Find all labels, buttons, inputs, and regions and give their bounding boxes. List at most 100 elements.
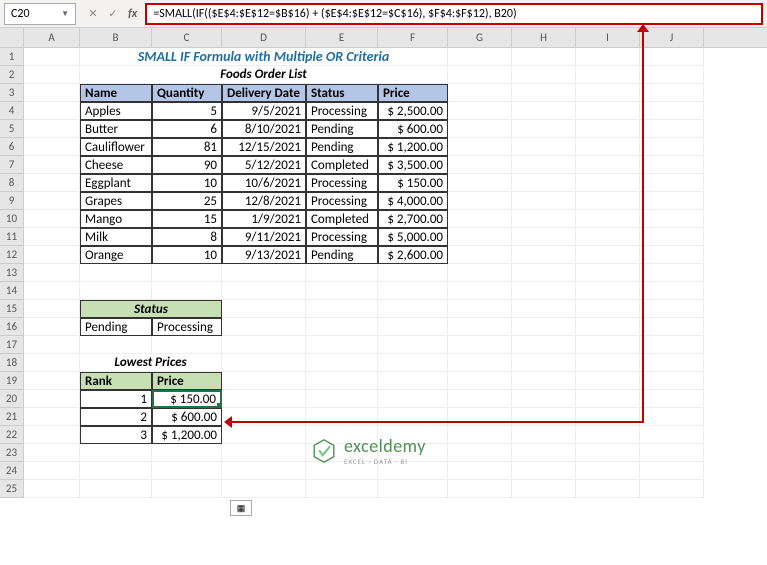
cell[interactable]	[640, 192, 704, 210]
cell[interactable]: $ 4,000.00	[378, 192, 448, 210]
cell[interactable]: Rank	[80, 372, 152, 390]
cell[interactable]	[512, 390, 576, 408]
row-header[interactable]: 10	[0, 210, 23, 228]
selected-cell[interactable]: $ 150.00	[152, 390, 222, 408]
cell[interactable]: 10	[152, 246, 222, 264]
cell[interactable]: 1/9/2021	[222, 210, 306, 228]
cell[interactable]	[24, 282, 80, 300]
select-all[interactable]	[0, 28, 23, 48]
cell[interactable]	[576, 372, 640, 390]
cell[interactable]	[152, 444, 222, 462]
row-header[interactable]: 19	[0, 372, 23, 390]
fx-icon[interactable]: fx	[128, 7, 137, 21]
cell[interactable]	[222, 408, 306, 426]
cell[interactable]	[378, 336, 448, 354]
cell[interactable]	[640, 156, 704, 174]
row-header[interactable]: 18	[0, 354, 23, 372]
cell[interactable]: 3	[80, 426, 152, 444]
cell[interactable]: 5/12/2021	[222, 156, 306, 174]
col-header[interactable]: A	[24, 28, 80, 47]
cell[interactable]	[576, 354, 640, 372]
cell[interactable]	[24, 246, 80, 264]
cell[interactable]	[378, 318, 448, 336]
cell[interactable]	[24, 174, 80, 192]
row-header[interactable]: 9	[0, 192, 23, 210]
cell[interactable]	[80, 462, 152, 480]
cell[interactable]	[378, 354, 448, 372]
cell[interactable]	[640, 372, 704, 390]
cell[interactable]: $ 1,200.00	[378, 138, 448, 156]
cell[interactable]	[448, 444, 512, 462]
cell[interactable]	[512, 210, 576, 228]
cell[interactable]	[512, 480, 576, 498]
cell[interactable]	[80, 282, 152, 300]
row-header[interactable]: 14	[0, 282, 23, 300]
cell[interactable]	[80, 336, 152, 354]
table-title[interactable]: Foods Order List	[80, 66, 448, 84]
lowest-title[interactable]: Lowest Prices	[80, 354, 222, 372]
cell[interactable]	[512, 462, 576, 480]
cell[interactable]	[448, 228, 512, 246]
cell[interactable]	[512, 156, 576, 174]
cell[interactable]: Processing	[306, 174, 378, 192]
cell[interactable]	[512, 66, 576, 84]
cell[interactable]	[24, 426, 80, 444]
autofill-options-icon[interactable]: ▦	[230, 500, 252, 516]
cancel-icon[interactable]: ✕	[84, 5, 102, 23]
cell[interactable]	[24, 210, 80, 228]
cell[interactable]	[306, 300, 378, 318]
cell[interactable]	[24, 84, 80, 102]
cell[interactable]: $ 1,200.00	[152, 426, 222, 444]
cell[interactable]: Processing	[306, 192, 378, 210]
cell[interactable]: 15	[152, 210, 222, 228]
cell[interactable]: 10	[152, 174, 222, 192]
cell[interactable]: Quantity	[152, 84, 222, 102]
page-title[interactable]: SMALL IF Formula with Multiple OR Criter…	[80, 48, 448, 66]
row-header[interactable]: 15	[0, 300, 23, 318]
cell[interactable]	[24, 300, 80, 318]
cell[interactable]	[222, 318, 306, 336]
row-header[interactable]: 8	[0, 174, 23, 192]
cell[interactable]	[640, 390, 704, 408]
chevron-down-icon[interactable]: ▼	[61, 9, 69, 19]
cell[interactable]	[576, 462, 640, 480]
cell[interactable]	[306, 264, 378, 282]
cell[interactable]	[448, 48, 512, 66]
row-header[interactable]: 21	[0, 408, 23, 426]
row-header[interactable]: 16	[0, 318, 23, 336]
row-header[interactable]: 3	[0, 84, 23, 102]
cell[interactable]	[640, 120, 704, 138]
cell[interactable]	[24, 462, 80, 480]
col-header[interactable]: H	[512, 28, 576, 47]
cell[interactable]	[576, 120, 640, 138]
cell[interactable]	[576, 192, 640, 210]
cell[interactable]: Cheese	[80, 156, 152, 174]
col-header[interactable]: F	[378, 28, 448, 47]
cell[interactable]	[24, 408, 80, 426]
cell[interactable]: Orange	[80, 246, 152, 264]
cell[interactable]	[448, 354, 512, 372]
cell[interactable]	[640, 84, 704, 102]
cell[interactable]	[512, 336, 576, 354]
cell[interactable]	[512, 102, 576, 120]
cell[interactable]	[306, 372, 378, 390]
cell[interactable]	[640, 138, 704, 156]
col-header[interactable]: C	[152, 28, 222, 47]
cell[interactable]	[222, 336, 306, 354]
cell[interactable]	[222, 264, 306, 282]
cell[interactable]	[24, 390, 80, 408]
cell[interactable]	[378, 480, 448, 498]
cell[interactable]	[24, 102, 80, 120]
cell[interactable]: 8/10/2021	[222, 120, 306, 138]
cell[interactable]	[576, 426, 640, 444]
cell[interactable]	[24, 372, 80, 390]
cell[interactable]	[640, 300, 704, 318]
cell[interactable]: Apples	[80, 102, 152, 120]
row-header[interactable]: 11	[0, 228, 23, 246]
cell[interactable]: Completed	[306, 210, 378, 228]
cell[interactable]	[640, 282, 704, 300]
cell[interactable]	[448, 264, 512, 282]
cell[interactable]	[512, 120, 576, 138]
cell[interactable]: $ 3,500.00	[378, 156, 448, 174]
cell[interactable]	[576, 336, 640, 354]
